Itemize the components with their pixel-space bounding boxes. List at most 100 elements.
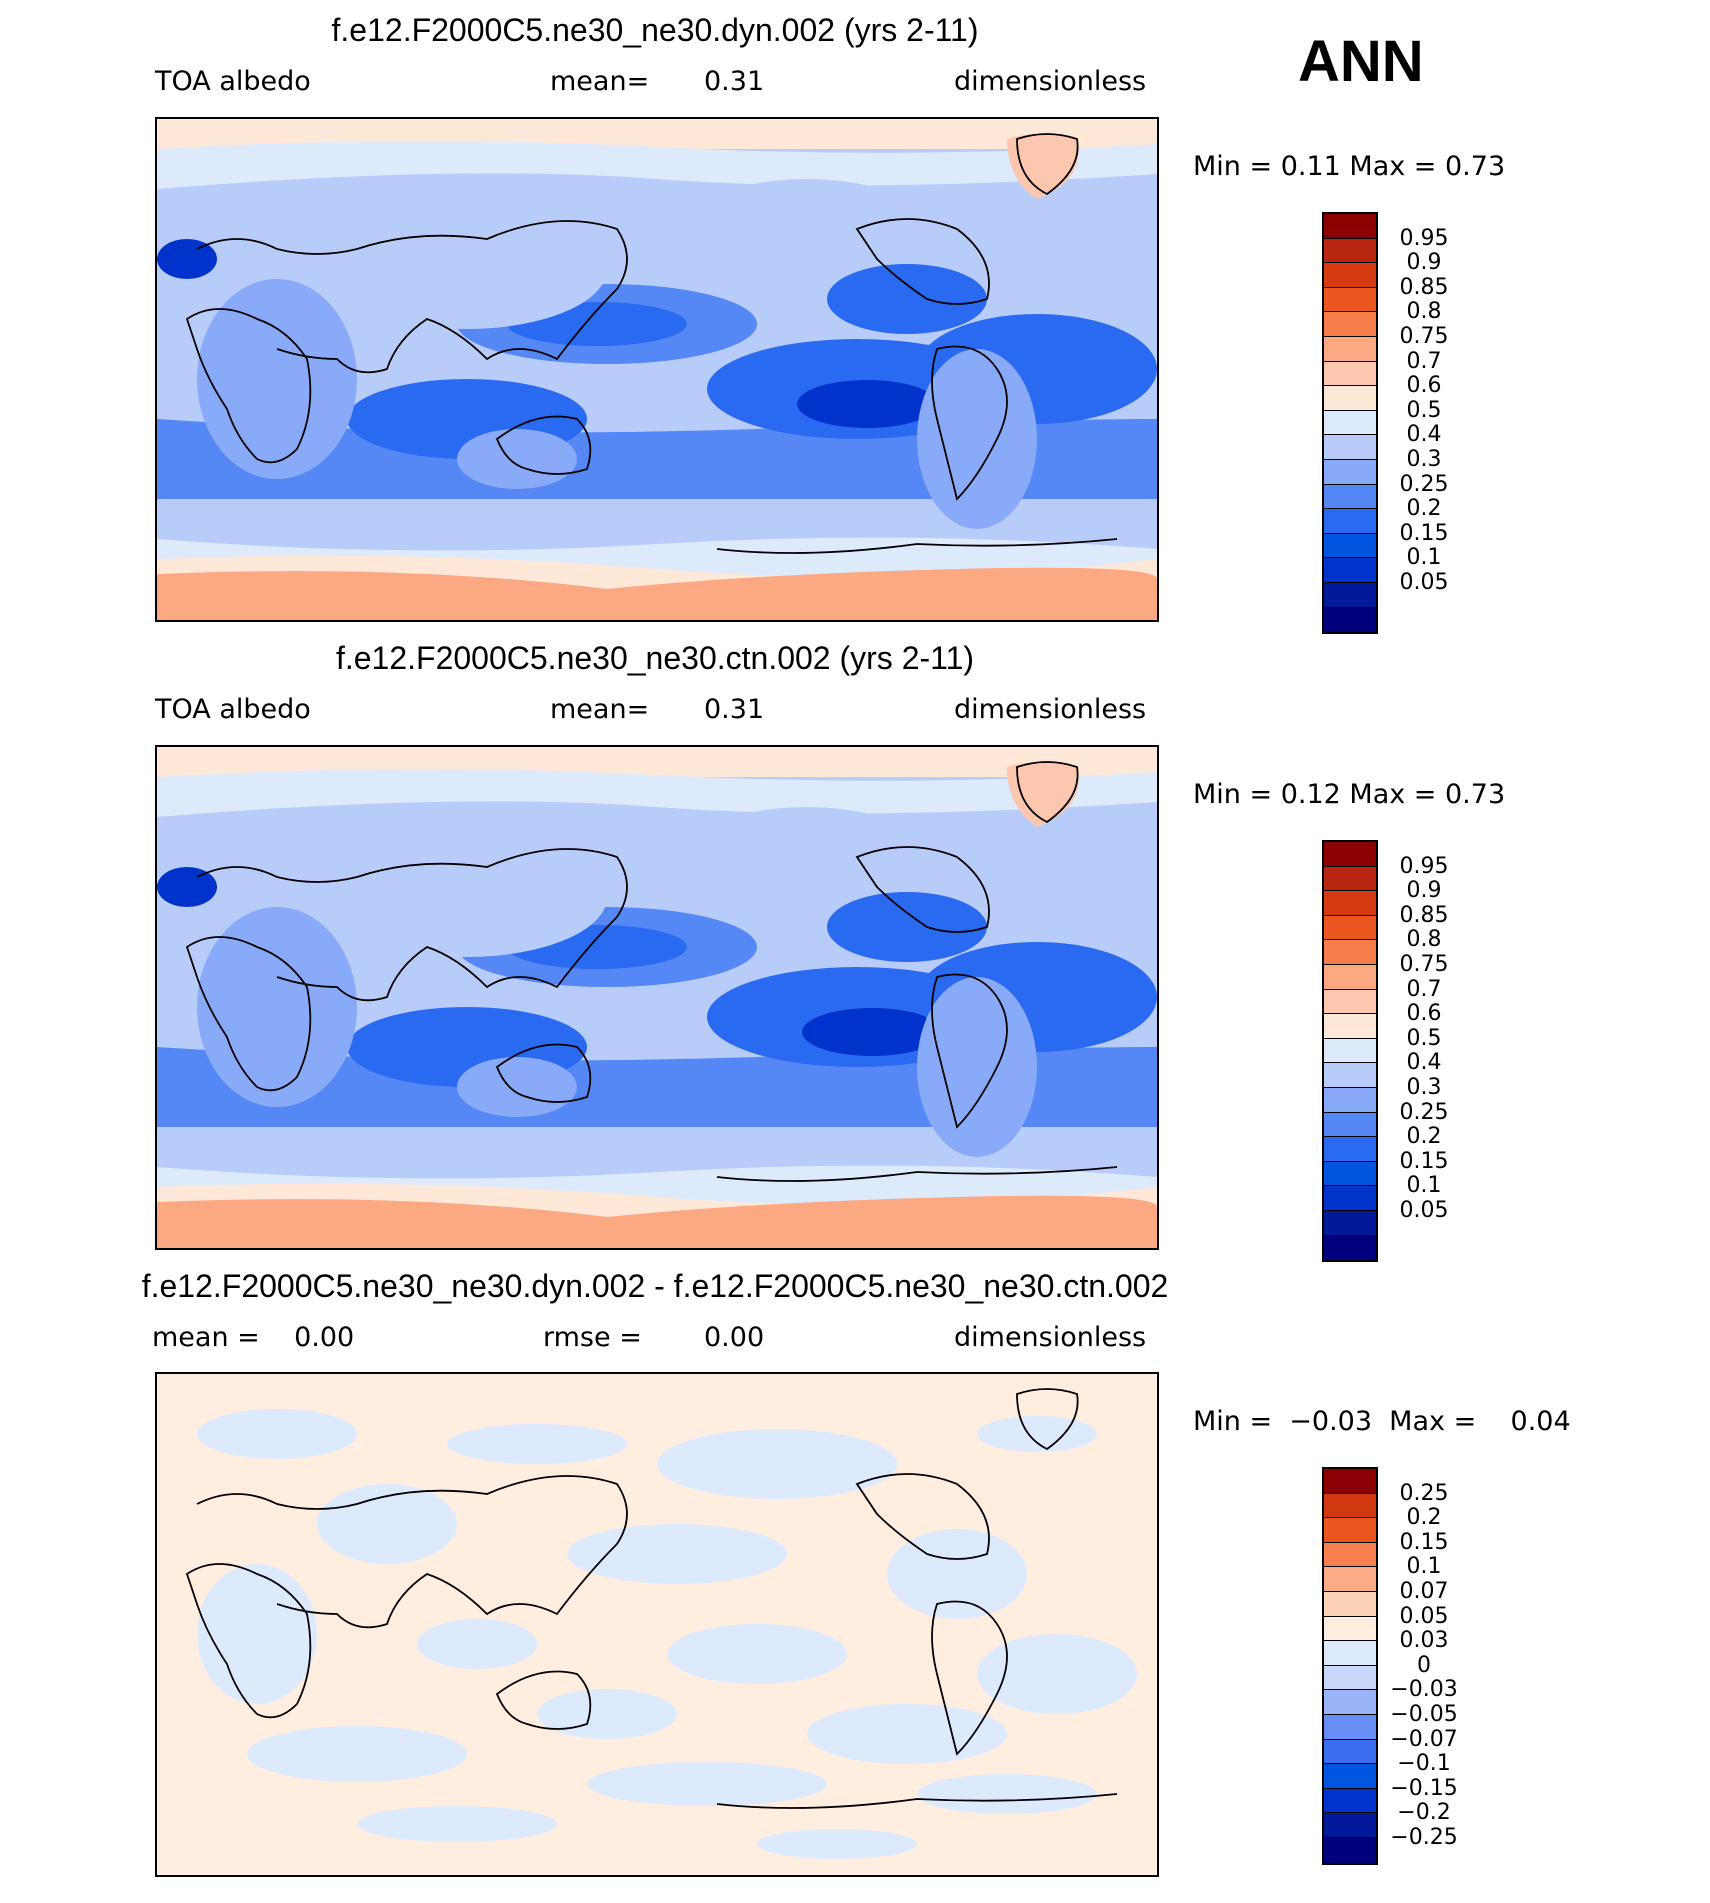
colorbar-swatch (1324, 1493, 1376, 1519)
panel-1-mean-value: 0.31 (704, 66, 765, 97)
colorbar-tick-label: 0.7 (1406, 348, 1442, 374)
colorbar-tick-label: 0.25 (1399, 1480, 1449, 1506)
colorbar-tick-label: 0.6 (1406, 1001, 1442, 1027)
colorbar-tick-label: −0.15 (1390, 1775, 1458, 1801)
panel-2-minmax: Min = 0.12 Max = 0.73 (1193, 779, 1506, 810)
colorbar-tick-label: 0.4 (1406, 422, 1442, 448)
colorbar-swatch (1324, 287, 1376, 313)
colorbar-swatch (1324, 509, 1376, 534)
colorbar-swatch (1324, 940, 1376, 965)
panel-2-map (155, 745, 1159, 1250)
colorbar-tick-label: 0.85 (1399, 274, 1449, 300)
panel-2-colorbar-box (1322, 840, 1378, 1263)
panel-3-map-svg (157, 1374, 1157, 1875)
panel-3-minmax: Min = −0.03 Max = 0.04 (1193, 1406, 1571, 1437)
colorbar-swatch (1324, 386, 1376, 411)
colorbar-tick-label: 0.05 (1399, 570, 1449, 595)
panel-2-mean-label: mean= (550, 694, 650, 725)
colorbar-swatch (1324, 1641, 1376, 1666)
panel-3-title: f.e12.F2000C5.ne30_ne30.dyn.002 - f.e12.… (141, 1268, 1169, 1304)
colorbar-tick-label: 0.1 (1406, 1554, 1442, 1580)
panel-1-units: dimensionless (954, 66, 1147, 97)
colorbar-tick-label: 0.15 (1399, 520, 1449, 546)
colorbar-tick-label: 0.05 (1399, 1198, 1449, 1223)
colorbar-swatch (1324, 989, 1376, 1015)
colorbar-tick-label: 0.3 (1406, 1075, 1442, 1100)
panel-3-rmse-label: rmse = (543, 1322, 642, 1353)
colorbar-swatch (1324, 1714, 1376, 1740)
colorbar-swatch (1324, 238, 1376, 264)
colorbar-tick-label: 0.95 (1399, 225, 1449, 251)
colorbar-swatch (1324, 1210, 1376, 1236)
panel-2-title: f.e12.F2000C5.ne30_ne30.ctn.002 (yrs 2-1… (335, 640, 975, 676)
colorbar-swatch (1324, 866, 1376, 892)
colorbar-swatch (1324, 1087, 1376, 1113)
colorbar-swatch (1324, 459, 1376, 485)
colorbar-swatch (1324, 1739, 1376, 1765)
colorbar-tick-label: −0.1 (1397, 1751, 1451, 1777)
colorbar-tick-label: 0.85 (1399, 902, 1449, 928)
panel-2-units: dimensionless (954, 694, 1147, 725)
panel-2-map-svg (157, 747, 1157, 1248)
colorbar-swatch (1324, 1616, 1376, 1642)
colorbar-swatch (1324, 915, 1376, 941)
colorbar-tick-label: 0.25 (1399, 471, 1449, 497)
panel-1-map-svg (157, 119, 1157, 620)
colorbar-tick-label: 0.5 (1406, 1025, 1442, 1051)
colorbar-tick-label: 0.9 (1406, 250, 1442, 276)
panel-1-variable: TOA albedo (155, 66, 311, 97)
colorbar-tick-label: 0.07 (1399, 1579, 1449, 1604)
colorbar-swatch (1324, 1161, 1376, 1187)
colorbar-tick-label: 0.1 (1406, 545, 1442, 571)
colorbar-tick-label: 0.15 (1399, 1529, 1449, 1555)
colorbar-tick-label: −0.25 (1390, 1825, 1458, 1850)
colorbar-tick-label: 0.25 (1399, 1099, 1449, 1125)
colorbar-swatch (1324, 1837, 1376, 1863)
colorbar-swatch (1324, 312, 1376, 337)
colorbar-swatch (1324, 964, 1376, 990)
colorbar-tick-label: 0.2 (1406, 1505, 1442, 1531)
colorbar-swatch (1324, 558, 1376, 583)
colorbar-tick-label: 0.03 (1399, 1628, 1449, 1654)
colorbar-tick-label: 0.9 (1406, 878, 1442, 904)
colorbar-tick-label: −0.05 (1390, 1702, 1458, 1727)
colorbar-swatch (1324, 435, 1376, 460)
colorbar-tick-label: 0.95 (1399, 853, 1449, 879)
colorbar-swatch (1324, 1038, 1376, 1064)
panel-3-rmse-value: 0.00 (704, 1322, 765, 1353)
panel-1-colorbar-box (1322, 212, 1378, 635)
colorbar-tick-label: 0.8 (1406, 927, 1442, 953)
colorbar-tick-label: 0 (1417, 1652, 1431, 1678)
colorbar-swatch (1324, 1813, 1376, 1838)
colorbar-tick-label: 0.4 (1406, 1050, 1442, 1076)
panel-3-mean: mean = 0.00 (152, 1322, 355, 1353)
colorbar-swatch (1324, 484, 1376, 510)
colorbar-swatch (1324, 1764, 1376, 1789)
panel-1-mean-label: mean= (550, 66, 650, 97)
colorbar-tick-label: 0.05 (1399, 1603, 1449, 1629)
colorbar-swatch (1324, 1518, 1376, 1543)
colorbar-swatch (1324, 263, 1376, 288)
colorbar-tick-label: 0.75 (1399, 324, 1449, 349)
panel-3-units: dimensionless (954, 1322, 1147, 1353)
colorbar-swatch (1324, 361, 1376, 387)
panel-1-title: f.e12.F2000C5.ne30_ne30.dyn.002 (yrs 2-1… (331, 12, 979, 48)
colorbar-swatch (1324, 607, 1376, 633)
colorbar-swatch (1324, 533, 1376, 559)
colorbar-swatch (1324, 1788, 1376, 1814)
colorbar-tick-label: 0.5 (1406, 397, 1442, 423)
panel-2-variable: TOA albedo (155, 694, 311, 725)
colorbar-swatch (1324, 336, 1376, 362)
colorbar-tick-label: −0.07 (1390, 1726, 1458, 1752)
colorbar-swatch (1324, 891, 1376, 916)
colorbar-swatch (1324, 1235, 1376, 1261)
panel-1-map (155, 117, 1159, 622)
colorbar-tick-label: 0.75 (1399, 952, 1449, 977)
colorbar-swatch (1324, 1542, 1376, 1568)
colorbar-swatch (1324, 410, 1376, 436)
panel-2-mean-value: 0.31 (704, 694, 765, 725)
colorbar-tick-label: 0.6 (1406, 373, 1442, 399)
colorbar-tick-label: 0.2 (1406, 496, 1442, 522)
colorbar-swatch (1324, 1137, 1376, 1162)
colorbar-swatch (1324, 842, 1376, 867)
